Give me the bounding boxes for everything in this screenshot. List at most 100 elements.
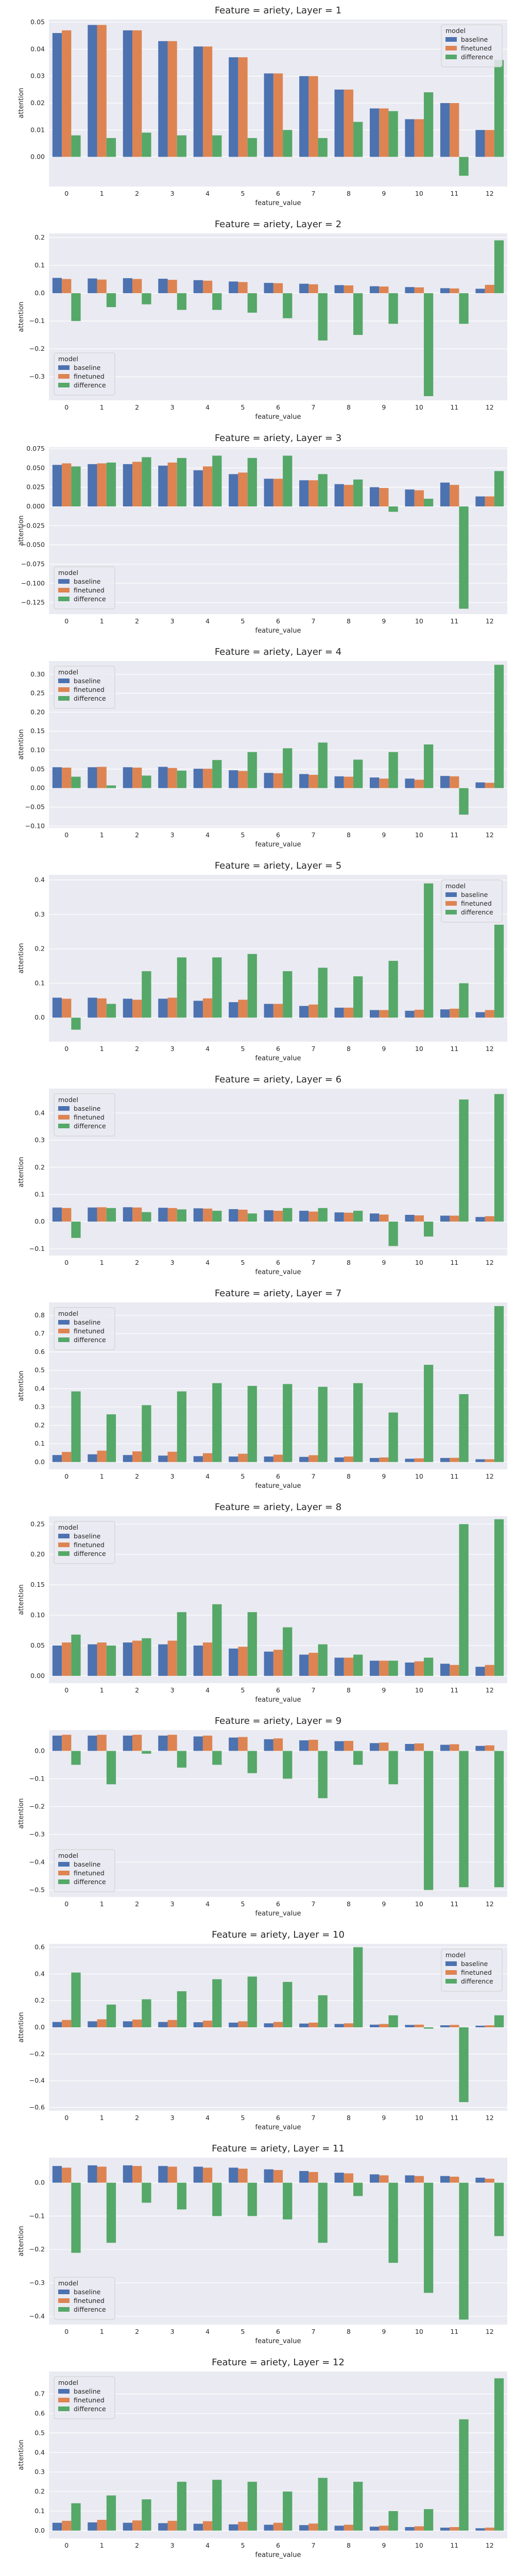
y-tick-label: 0.4 — [35, 1109, 45, 1116]
x-tick-label: 6 — [276, 1686, 280, 1694]
bar-finetuned — [132, 2520, 142, 2531]
bar-finetuned — [238, 2521, 248, 2531]
bar-baseline — [405, 778, 415, 788]
bar-difference — [106, 2495, 116, 2531]
chart-panel: Feature = ariety, Layer = 12 0.0 0.1 0.2 0.3… — [18, 2357, 507, 2559]
y-tick-label: −0.2 — [29, 2245, 45, 2253]
x-tick-label: 9 — [382, 190, 386, 197]
x-tick-label: 9 — [382, 1900, 386, 1908]
bar-baseline — [334, 89, 344, 157]
y-tick-label: 0.7 — [35, 2390, 45, 2398]
bar-difference — [459, 157, 469, 176]
bar-difference — [142, 457, 151, 506]
y-tick-label: 0.1 — [35, 2507, 45, 2515]
legend-label-baseline: baseline — [74, 1860, 101, 1868]
y-tick-label: −0.05 — [25, 803, 45, 811]
legend-swatch-finetuned — [58, 1115, 70, 1120]
y-tick-label: 0.3 — [35, 2468, 45, 2476]
bar-difference — [494, 665, 504, 788]
bar-finetuned — [62, 279, 72, 294]
bar-finetuned — [97, 279, 107, 294]
bar-baseline — [229, 2167, 238, 2183]
bar-difference — [212, 1979, 222, 2027]
bar-finetuned — [344, 2023, 354, 2027]
bar-baseline — [370, 2527, 380, 2531]
bar-difference — [177, 770, 186, 788]
bar-difference — [247, 954, 257, 1018]
bar-difference — [494, 1094, 504, 1222]
y-tick-label: 0.0 — [35, 1747, 45, 1755]
x-tick-label: 1 — [100, 1259, 104, 1266]
x-tick-label: 7 — [311, 617, 315, 625]
x-tick-label: 6 — [276, 1259, 280, 1266]
bar-baseline — [475, 1012, 485, 1018]
bar-baseline — [229, 1002, 238, 1018]
bar-baseline — [405, 2527, 415, 2531]
bar-difference — [212, 2182, 222, 2216]
legend-label-difference: difference — [461, 53, 493, 61]
x-tick-label: 9 — [382, 617, 386, 625]
bar-difference — [423, 1365, 434, 1462]
bar-finetuned — [414, 1458, 424, 1462]
bar-difference — [177, 457, 186, 506]
x-tick-label: 7 — [311, 2541, 315, 2549]
bar-difference — [353, 122, 363, 157]
bar-baseline — [299, 1006, 309, 1018]
y-tick-label: −0.1 — [29, 1245, 45, 1252]
legend-label-baseline: baseline — [74, 677, 101, 685]
x-tick-label: 5 — [241, 1259, 245, 1266]
bar-difference — [494, 924, 504, 1018]
bar-finetuned — [308, 480, 318, 506]
legend-swatch-baseline — [445, 1961, 457, 1966]
legend-swatch-finetuned — [58, 1543, 70, 1547]
x-tick-label: 12 — [486, 1472, 494, 1480]
x-axis-label: feature_value — [255, 199, 301, 207]
bar-finetuned — [132, 2166, 142, 2183]
x-tick-label: 10 — [415, 1686, 423, 1694]
x-tick-label: 2 — [135, 1472, 139, 1480]
x-tick-label: 4 — [205, 2114, 210, 2122]
bar-baseline — [158, 1735, 168, 1751]
bar-finetuned — [450, 485, 459, 506]
bar-difference — [423, 2509, 434, 2531]
x-tick-label: 3 — [170, 2541, 175, 2549]
bar-baseline — [52, 1455, 62, 1462]
bar-baseline — [264, 479, 273, 506]
y-axis-label: attention — [18, 1370, 25, 1401]
y-tick-label: −0.2 — [29, 2050, 45, 2058]
legend-swatch-finetuned — [445, 901, 457, 906]
bar-difference — [423, 883, 434, 1018]
x-tick-label: 3 — [170, 2328, 175, 2335]
legend-title: model — [58, 668, 78, 676]
x-tick-label: 4 — [205, 403, 210, 411]
x-tick-label: 7 — [311, 2114, 315, 2122]
bar-finetuned — [167, 1451, 177, 1462]
x-tick-label: 7 — [311, 831, 315, 839]
plot-area — [49, 1089, 507, 1256]
bar-baseline — [193, 769, 203, 788]
y-axis-label: attention — [18, 2226, 25, 2256]
bar-difference — [283, 130, 293, 157]
bar-finetuned — [202, 1642, 213, 1676]
bar-finetuned — [62, 2520, 72, 2531]
bar-finetuned — [414, 779, 424, 788]
bar-finetuned — [62, 1642, 72, 1676]
bar-finetuned — [485, 2178, 494, 2183]
bar-finetuned — [202, 280, 213, 294]
y-tick-label: 0.02 — [30, 99, 45, 107]
x-tick-label: 2 — [135, 617, 139, 625]
y-axis-label: attention — [18, 1157, 25, 1187]
x-tick-label: 6 — [276, 403, 280, 411]
x-tick-label: 2 — [135, 1686, 139, 1694]
bar-baseline — [405, 1459, 415, 1462]
x-tick-label: 7 — [311, 1045, 315, 1053]
legend-label-finetuned: finetuned — [74, 1113, 105, 1121]
bar-baseline — [193, 1001, 203, 1018]
bar-baseline — [299, 1740, 309, 1751]
bar-baseline — [334, 1741, 344, 1751]
bar-baseline — [52, 997, 62, 1018]
bar-finetuned — [97, 1735, 107, 1751]
x-tick-label: 5 — [241, 2541, 245, 2549]
y-tick-label: −0.025 — [21, 521, 45, 529]
